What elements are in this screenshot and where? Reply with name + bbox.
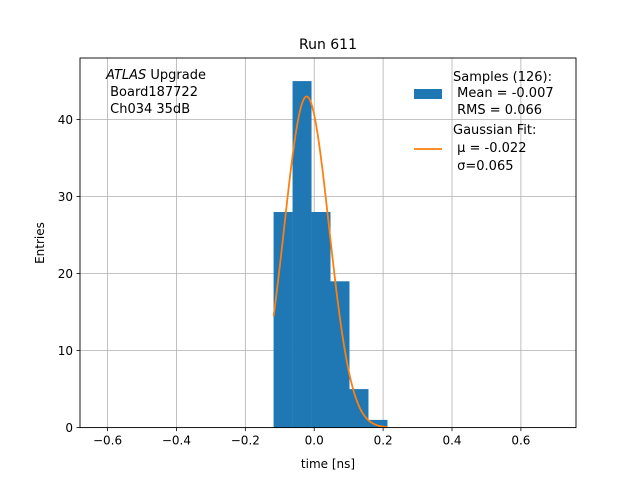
x-tick-label: 0.2 — [374, 434, 393, 448]
histogram-bar — [368, 419, 388, 428]
x-tick-label: −0.2 — [231, 434, 260, 448]
y-tick-label: 40 — [58, 113, 73, 127]
legend-fit-label: Gaussian Fit: — [453, 123, 536, 138]
histogram-bar — [292, 81, 312, 428]
annotation-atlas: ATLAS — [105, 68, 146, 83]
x-axis-label: time [ns] — [301, 457, 355, 471]
axis-ticks: −0.6 −0.4 −0.2 0.0 0.2 0.4 0.6 0 10 20 30 40 — [58, 113, 531, 448]
x-tick-label: −0.4 — [162, 434, 191, 448]
histogram-bar — [273, 212, 293, 428]
histogram-bar — [311, 212, 331, 428]
x-tick-label: 0.0 — [305, 434, 324, 448]
x-tick-label: 0.4 — [442, 434, 461, 448]
annotation-upgrade: Upgrade — [146, 68, 206, 83]
y-tick-label: 10 — [58, 344, 73, 358]
legend: Samples (126): Mean = -0.007 RMS = 0.066… — [414, 70, 554, 174]
y-axis-label: Entries — [33, 222, 47, 264]
y-tick-label: 20 — [58, 267, 73, 281]
legend-samples-mean: Mean = -0.007 — [453, 86, 554, 101]
atlas-annotation: ATLAS Upgrade Board187722 Ch034 35dB — [105, 68, 206, 117]
y-tick-label: 0 — [65, 421, 73, 435]
gaussian-fit-curve — [272, 95, 388, 429]
histogram-bar — [330, 281, 350, 428]
legend-fit-sigma: σ=0.065 — [453, 159, 513, 174]
y-tick-label: 30 — [58, 190, 73, 204]
legend-samples-rms: RMS = 0.066 — [453, 103, 542, 118]
annotation-line-3: Ch034 35dB — [106, 102, 190, 117]
x-tick-label: −0.6 — [93, 434, 122, 448]
chart-title: Run 611 — [299, 37, 357, 53]
histogram-bars — [273, 81, 388, 428]
x-tick-label: 0.6 — [511, 434, 530, 448]
annotation-line-1: ATLAS Upgrade — [105, 68, 206, 83]
legend-samples-label: Samples (126): — [453, 70, 552, 85]
legend-samples-swatch — [414, 89, 442, 99]
histogram-bar — [349, 389, 369, 428]
legend-fit-mu: μ = -0.022 — [453, 141, 526, 156]
plot-frame — [79, 57, 577, 429]
annotation-line-2: Board187722 — [106, 85, 198, 100]
